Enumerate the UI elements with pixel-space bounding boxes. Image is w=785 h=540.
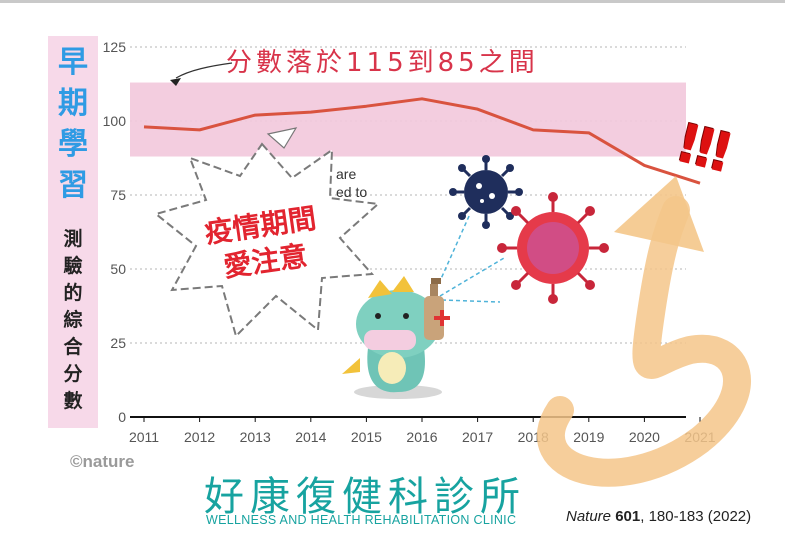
- virus-icon-dark: [449, 155, 523, 229]
- spray-bottle-icon: [424, 278, 450, 340]
- side-char: 的: [63, 282, 83, 304]
- callout-text: 分數落於115到85之間: [226, 48, 539, 78]
- x-tick-label: 2015: [351, 429, 382, 445]
- dinosaur-mascot: [342, 276, 442, 399]
- citation: Nature 601, 180-183 (2022): [566, 508, 751, 525]
- y-tick-label: 50: [110, 261, 126, 277]
- y-tick-label: 75: [110, 187, 126, 203]
- x-tick-label: 2014: [295, 429, 326, 445]
- partial-text-1: are: [336, 166, 357, 182]
- clinic-english-name: WELLNESS AND HEALTH REHABILITATION CLINI…: [206, 513, 517, 527]
- x-tick-label: 2013: [240, 429, 271, 445]
- paper-plane-icon: [266, 127, 298, 149]
- citation-volume: 601: [615, 508, 641, 525]
- side-char: 分: [63, 363, 83, 385]
- side-char: 驗: [63, 255, 83, 277]
- y-tick-label: 25: [110, 335, 126, 351]
- x-tick-label: 2017: [462, 429, 493, 445]
- side-char: 早: [58, 45, 88, 80]
- virus-icon-red: [497, 192, 609, 304]
- side-char: 學: [58, 127, 88, 162]
- top-rule: [0, 0, 785, 3]
- curly-arrowhead: [614, 176, 704, 252]
- x-tick-label: 2016: [406, 429, 437, 445]
- range-band: [130, 82, 686, 157]
- curly-arrow: [537, 196, 751, 487]
- x-tick-label: 2019: [573, 429, 604, 445]
- y-tick-label: 0: [118, 409, 126, 425]
- partial-text-2: ed to: [336, 184, 368, 200]
- side-char: 測: [63, 228, 83, 250]
- callout-arrowhead: [170, 78, 181, 86]
- callout-arrow: [175, 62, 233, 79]
- side-char: 數: [63, 390, 83, 412]
- side-char: 習: [58, 168, 88, 203]
- side-char: 合: [63, 336, 83, 358]
- x-tick-label: 2012: [184, 429, 215, 445]
- x-tick-labels: 2011 2012 2013 2014 2015 2016 2017 2018 2019 2020…: [129, 417, 716, 445]
- side-char: 期: [58, 86, 88, 121]
- nature-logo: ©nature: [70, 452, 135, 471]
- series-line: [143, 97, 701, 185]
- y-tick-label: 100: [103, 113, 127, 129]
- spray-lines: [435, 213, 505, 303]
- side-char: 綜: [63, 309, 83, 331]
- starburst-shape: [153, 142, 381, 338]
- citation-pages: , 180-183 (2022): [640, 508, 752, 525]
- side-label-box: 早 期 學 習 測 驗 的 綜 合 分 數: [48, 36, 98, 428]
- x-tick-label: 2011: [129, 429, 159, 445]
- citation-journal: Nature: [566, 508, 612, 525]
- y-tick-label: 125: [103, 39, 127, 55]
- clinic-name: 好康復健科診所: [204, 474, 526, 520]
- y-tick-labels: 0 25 50 75 100 125: [103, 39, 127, 425]
- side-label-main: 早 期 學 習: [48, 42, 98, 206]
- side-label-sub: 測 驗 的 綜 合 分 數: [48, 226, 98, 415]
- x-tick-label: 2020: [629, 429, 660, 445]
